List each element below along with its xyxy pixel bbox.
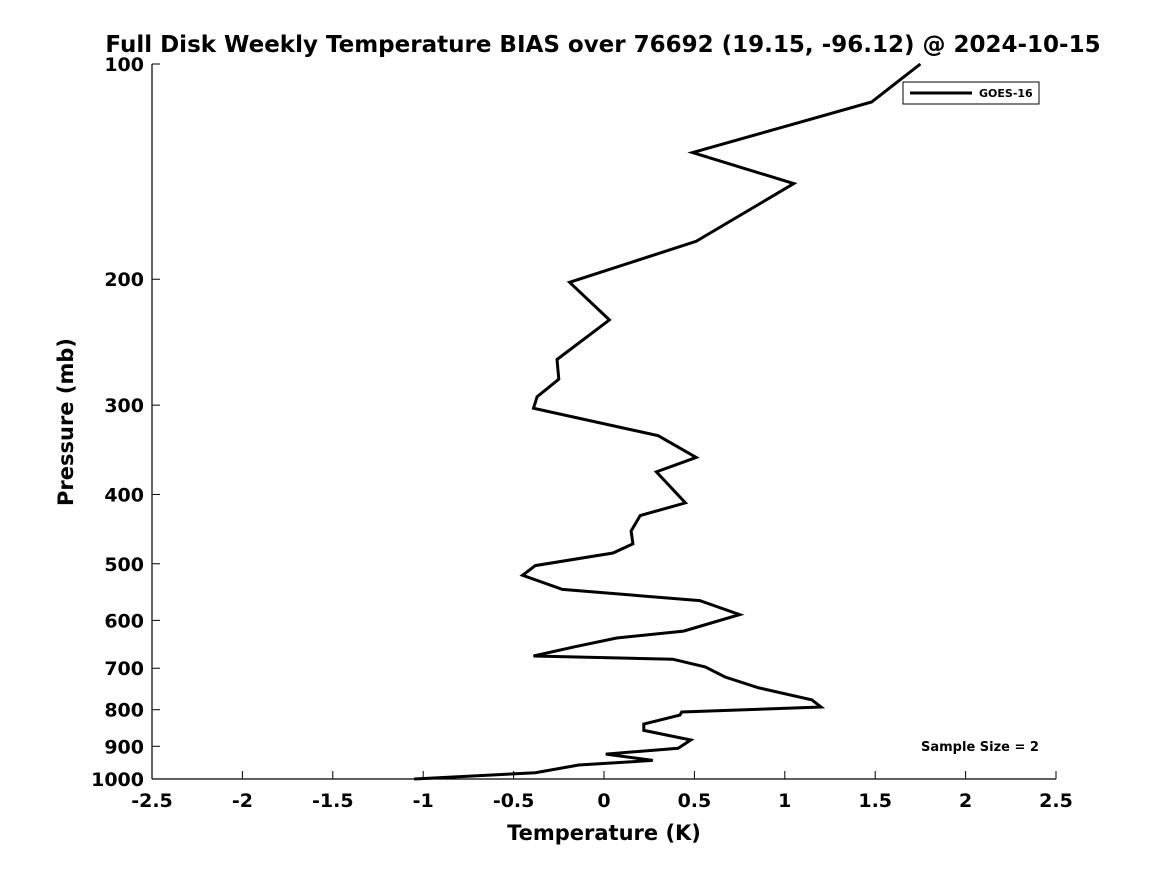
x-axis-label: Temperature (K) bbox=[507, 821, 701, 845]
x-tick-label: 2 bbox=[959, 790, 972, 812]
x-ticks: -2.5 -2 -1.5 -1 -0.5 0 0.5 1 1.5 2 2.5 bbox=[131, 771, 1073, 812]
y-tick-label: 800 bbox=[104, 700, 144, 722]
y-tick-label: 500 bbox=[104, 554, 144, 576]
y-tick-label: 900 bbox=[104, 736, 144, 758]
chart-title: Full Disk Weekly Temperature BIAS over 7… bbox=[105, 32, 1100, 58]
y-tick-label: 100 bbox=[104, 54, 144, 76]
x-tick-label: 0.5 bbox=[678, 790, 712, 812]
y-tick-label: 700 bbox=[104, 658, 144, 680]
sample-size-annotation: Sample Size = 2 bbox=[921, 740, 1039, 755]
y-axis-label: Pressure (mb) bbox=[54, 338, 78, 506]
legend-label-goes-16: GOES-16 bbox=[979, 87, 1033, 100]
y-tick-label: 600 bbox=[104, 610, 144, 632]
x-tick-label: -2 bbox=[232, 790, 253, 812]
series-line-goes-16 bbox=[414, 62, 922, 781]
x-tick-label: 1.5 bbox=[858, 790, 892, 812]
x-tick-label: 2.5 bbox=[1039, 790, 1073, 812]
y-tick-label: 400 bbox=[104, 484, 144, 506]
x-tick-label: -2.5 bbox=[131, 790, 173, 812]
y-tick-label: 1000 bbox=[91, 769, 144, 791]
x-tick-label: -0.5 bbox=[493, 790, 535, 812]
y-ticks: 100 200 300 400 500 600 700 800 900 1000 bbox=[91, 54, 160, 791]
x-tick-label: 1 bbox=[778, 790, 791, 812]
plot-area bbox=[152, 64, 1056, 779]
x-tick-label: 0 bbox=[597, 790, 610, 812]
y-tick-label: 200 bbox=[104, 269, 144, 291]
x-tick-label: -1.5 bbox=[312, 790, 354, 812]
y-tick-label: 300 bbox=[104, 395, 144, 417]
x-tick-label: -1 bbox=[413, 790, 434, 812]
legend: GOES-16 bbox=[902, 81, 1040, 105]
